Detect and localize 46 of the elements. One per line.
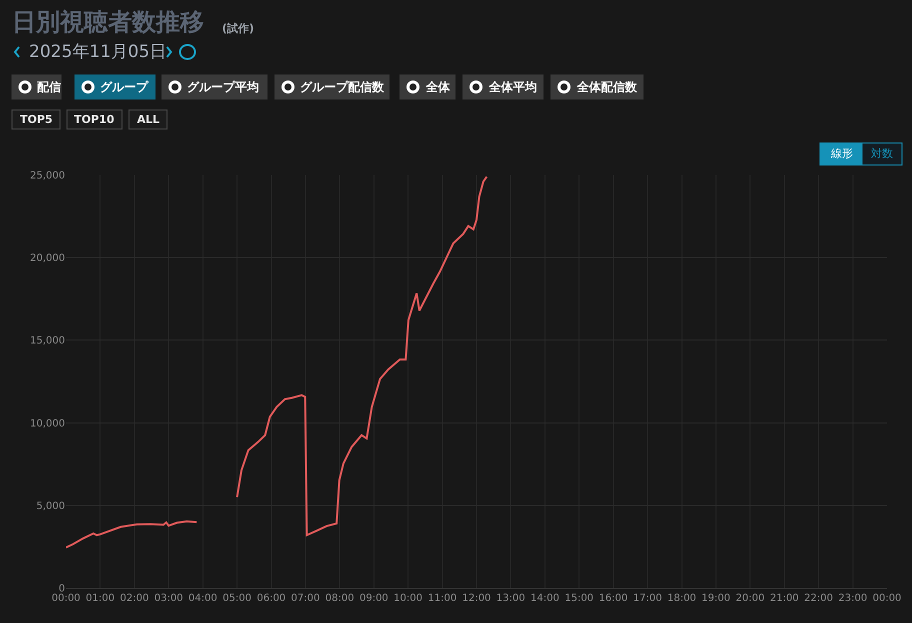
x-tick-label: 01:00 xyxy=(86,593,115,604)
y-tick-label: 20,000 xyxy=(30,253,65,264)
chart-title: 日別視聴者数推移 xyxy=(12,8,204,36)
x-tick-label: 00:00 xyxy=(872,593,902,604)
x-tick-label: 11:00 xyxy=(428,593,457,604)
text: 線形 xyxy=(830,147,853,160)
y-tick-label: 0 xyxy=(58,584,65,594)
y-tick-label: 5,000 xyxy=(36,500,65,512)
x-tick-label: 02:00 xyxy=(120,593,149,604)
x-tick-label: 09:00 xyxy=(359,593,388,604)
text: 対数 xyxy=(871,147,893,160)
x-tick-label: 10:00 xyxy=(394,593,422,604)
y-tick-label: 10,000 xyxy=(30,418,65,430)
x-tick-label: 17:00 xyxy=(633,593,662,604)
x-tick-label: 07:00 xyxy=(291,593,320,604)
x-tick-label: 15:00 xyxy=(564,593,594,604)
x-tick-label: 00:00 xyxy=(52,593,80,604)
chart-subtitle: 2025年11月05日 xyxy=(29,42,167,62)
text: グループ平均 xyxy=(187,80,259,94)
x-tick-label: 22:00 xyxy=(804,593,833,604)
x-tick-label: 13:00 xyxy=(496,593,526,604)
text: (試作) xyxy=(222,22,254,35)
y-tick-label: 25,000 xyxy=(30,170,65,182)
x-tick-label: 05:00 xyxy=(222,593,252,604)
x-tick-label: 23:00 xyxy=(838,593,868,604)
x-tick-label: 19:00 xyxy=(702,593,730,604)
x-tick-label: 04:00 xyxy=(188,593,218,604)
x-tick-label: 03:00 xyxy=(154,593,184,604)
x-tick-label: 08:00 xyxy=(325,593,354,604)
text: グループ配信数 xyxy=(300,80,385,94)
text: TOP10 xyxy=(74,113,115,126)
x-tick-label: 18:00 xyxy=(667,593,696,604)
text: ALL xyxy=(137,113,160,126)
x-tick-label: 21:00 xyxy=(770,593,799,604)
x-tick-label: 12:00 xyxy=(462,593,491,604)
y-tick-label: 15,000 xyxy=(30,336,65,347)
text: 配信 xyxy=(37,80,61,94)
x-tick-label: 16:00 xyxy=(598,593,628,604)
text: 全体 xyxy=(425,80,451,94)
x-tick-label: 06:00 xyxy=(256,593,286,604)
text: 全体平均 xyxy=(488,80,537,94)
x-tick-label: 20:00 xyxy=(736,593,765,604)
text: TOP5 xyxy=(20,113,53,126)
x-tick-label: 14:00 xyxy=(530,593,560,604)
text: グループ xyxy=(100,80,149,94)
text: 全体配信数 xyxy=(576,80,638,94)
